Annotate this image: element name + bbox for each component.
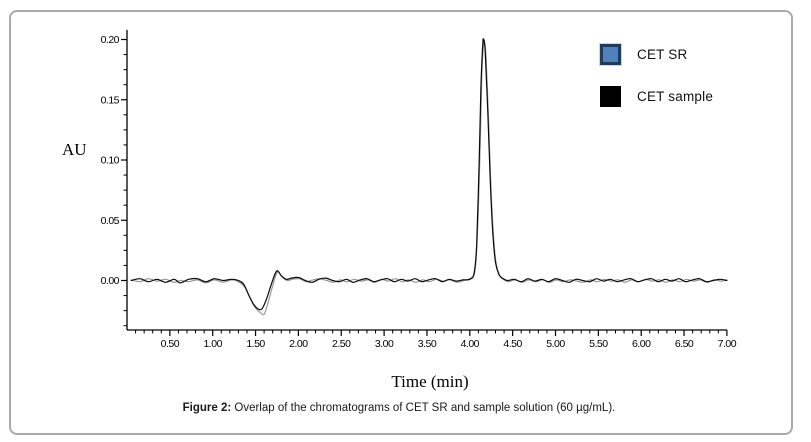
legend-swatch-cet-sample: [600, 85, 621, 107]
legend-item-cet-sr: CET SR: [599, 42, 713, 66]
x-tick-label: 6.50: [675, 338, 694, 350]
x-tick-label: 5.00: [546, 338, 565, 350]
x-tick-label: 3.50: [418, 338, 437, 350]
legend: CET SR CET sample: [599, 42, 714, 128]
x-tick-label: 3.00: [375, 338, 394, 350]
legend-item-cet-sample: CET sample: [600, 85, 714, 107]
x-tick-label: 0.50: [161, 338, 180, 350]
y-tick-label: 0.15: [101, 94, 120, 106]
x-tick-label: 7.00: [718, 338, 737, 350]
figure-caption-prefix: Figure 2:: [182, 402, 232, 414]
x-tick-label: 4.50: [503, 338, 522, 350]
y-tick-label: 0.05: [101, 215, 120, 227]
x-tick-label: 2.00: [289, 338, 308, 350]
x-axis-title: Time (min): [391, 372, 469, 391]
figure-caption: Figure 2: Overlap of the chromatograms o…: [9, 402, 789, 414]
y-axis-title: AU: [62, 140, 87, 159]
y-tick-label: 0.20: [101, 34, 120, 46]
y-tick-label: 0.10: [101, 155, 120, 167]
chromatogram-plot: 0.50 1.00 1.50 2.00 2.50 3.00 3.50 4.00 4.50 5.00…: [101, 29, 737, 350]
series-trace-cet-sample: [130, 38, 728, 311]
x-tick-label: 1.50: [246, 338, 265, 350]
y-tick-label: 0.00: [101, 275, 120, 287]
series-trace-cet-sr: [130, 38, 728, 316]
x-tick-label: 5.50: [589, 338, 608, 350]
legend-label-cet-sr: CET SR: [637, 46, 688, 62]
legend-swatch-cet-sr: [599, 42, 622, 66]
x-tick-label: 2.50: [332, 338, 351, 350]
x-tick-label: 4.00: [461, 338, 480, 350]
legend-label-cet-sample: CET sample: [637, 88, 714, 104]
figure-caption-text: Overlap of the chromatograms of CET SR a…: [231, 402, 616, 414]
x-tick-label: 6.00: [632, 338, 651, 350]
x-tick-label: 1.00: [203, 338, 222, 350]
figure-border: [9, 10, 793, 435]
